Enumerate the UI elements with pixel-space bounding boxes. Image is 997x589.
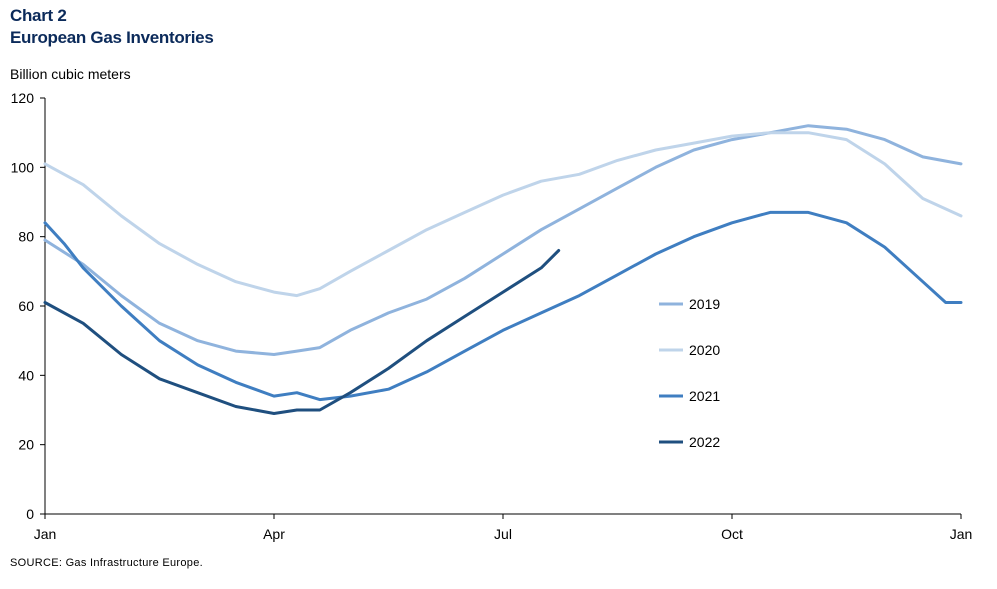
x-tick-label: Jan [34, 526, 57, 542]
source-note: SOURCE: Gas Infrastructure Europe. [10, 557, 203, 569]
y-axis-label: Billion cubic meters [10, 66, 131, 82]
x-tick-label: Jul [494, 526, 512, 542]
legend-label-2022: 2022 [689, 434, 720, 450]
y-tick-label: 60 [18, 298, 34, 314]
x-tick-label: Apr [263, 526, 285, 542]
y-tick-label: 100 [11, 159, 35, 175]
legend-label-2019: 2019 [689, 296, 720, 312]
chart-title: Chart 2 European Gas Inventories [10, 5, 214, 49]
series-line-2021 [43, 210, 963, 402]
axes: 0 20 40 60 80 100 120 Jan Apr Jul Oct Jan [11, 90, 973, 542]
y-tick-label: 0 [26, 506, 34, 522]
legend-label-2020: 2020 [689, 342, 720, 358]
y-tick-label: 40 [18, 367, 34, 383]
series-line-2022 [43, 249, 561, 415]
legend-label-2021: 2021 [689, 388, 720, 404]
chart-number: Chart 2 [10, 6, 67, 25]
y-tick-label: 20 [18, 437, 34, 453]
series-layer [43, 124, 963, 415]
chart-heading: European Gas Inventories [10, 28, 214, 47]
legend: 2019 2020 2021 2022 [659, 296, 720, 450]
x-tick-label: Oct [721, 526, 743, 542]
y-tick-label: 120 [11, 90, 35, 106]
y-tick-label: 80 [18, 229, 34, 245]
series-line-2020 [43, 131, 963, 298]
series-line-2019 [43, 124, 963, 356]
x-tick-label: Jan [950, 526, 973, 542]
